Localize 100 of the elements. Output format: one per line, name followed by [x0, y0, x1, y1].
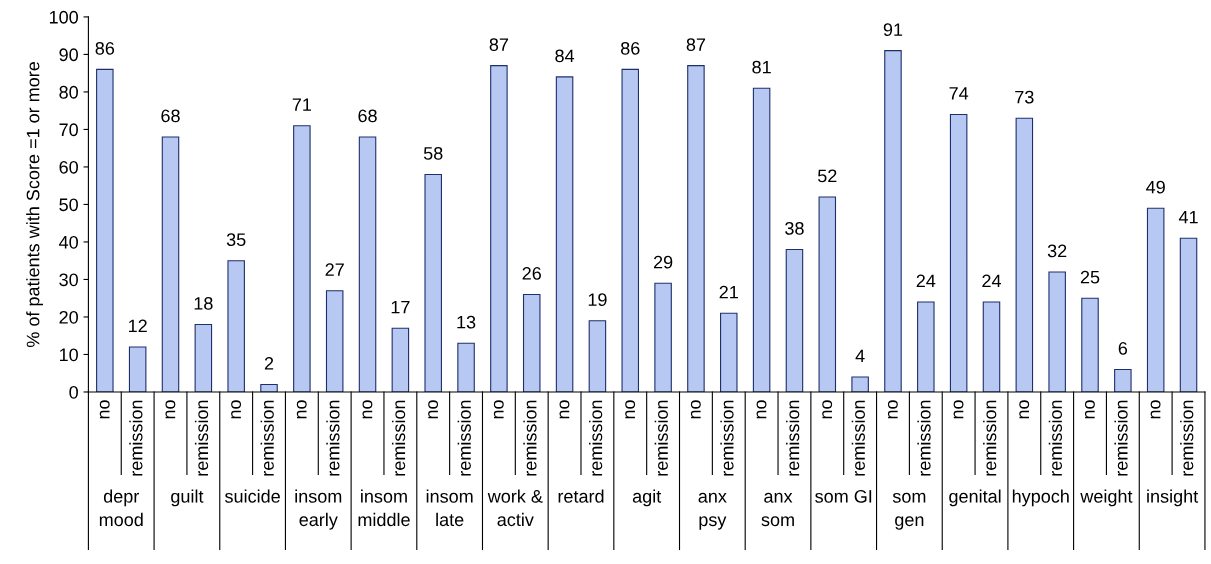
x-tick-label: genital — [949, 489, 1001, 507]
bar — [1015, 117, 1034, 392]
text: remission — [654, 400, 668, 476]
x-tick-label: insight — [1147, 489, 1199, 507]
text: no — [756, 400, 767, 419]
x-tick-label: guilt — [171, 489, 204, 507]
text: remission — [129, 400, 143, 476]
data-label: 13 — [457, 315, 476, 329]
bar — [490, 65, 508, 392]
x-tick-label: insom middle — [358, 489, 410, 527]
bar — [128, 346, 147, 392]
text: no — [1150, 400, 1161, 419]
y-tick-label: 80 — [59, 85, 78, 99]
y-tick-label: 60 — [59, 160, 78, 174]
bar — [325, 290, 344, 392]
text: remission — [391, 400, 406, 476]
text: remission — [983, 400, 997, 476]
y-tick-label: 20 — [59, 310, 78, 324]
bar — [522, 293, 541, 392]
bar — [752, 87, 771, 392]
x-tick-label: suicide — [225, 489, 280, 503]
bar — [654, 282, 672, 392]
y-tick-label: 10 — [59, 348, 78, 362]
data-label: 84 — [555, 49, 575, 63]
y-tick-label: 90 — [59, 48, 78, 62]
text: no — [625, 400, 636, 419]
text: remission — [523, 400, 537, 476]
bar — [260, 383, 278, 392]
data-label: 86 — [95, 41, 115, 55]
text: no — [953, 400, 964, 419]
x-tick-label: retard — [558, 489, 604, 503]
text: remission — [917, 400, 931, 476]
text: no — [296, 400, 307, 419]
text: no — [1019, 400, 1030, 419]
bar — [884, 50, 902, 392]
bar — [785, 248, 804, 392]
bar — [161, 136, 180, 392]
text: no — [887, 400, 898, 419]
bar — [851, 376, 869, 392]
bar — [293, 125, 311, 392]
data-label: 71 — [292, 98, 312, 111]
y-tick-label: 50 — [59, 198, 78, 212]
text: remission — [1048, 400, 1063, 476]
x-tick-label: depr mood — [99, 489, 143, 527]
data-label: 68 — [161, 109, 180, 123]
x-tick-label: agit — [632, 489, 662, 507]
data-label: 74 — [949, 87, 969, 100]
bar — [1114, 368, 1132, 392]
text: no — [822, 400, 833, 419]
bar — [588, 320, 607, 392]
bar — [227, 260, 245, 392]
x-tick-label: anx psy — [698, 492, 727, 530]
bar — [687, 65, 705, 392]
text: no — [231, 400, 242, 419]
data-label: 17 — [391, 300, 410, 314]
text: no — [559, 400, 570, 419]
bar — [949, 113, 968, 392]
bar — [1048, 271, 1066, 392]
text: remission — [457, 400, 471, 476]
data-label: 52 — [817, 169, 837, 183]
y-axis-title: % of patients with Score =1 or more — [26, 61, 43, 348]
bar — [621, 68, 640, 392]
x-tick-label: work & activ — [487, 489, 543, 527]
data-label: 21 — [719, 285, 738, 299]
data-label: 18 — [194, 297, 213, 310]
data-label: 87 — [686, 38, 706, 51]
data-label: 2 — [264, 357, 274, 370]
bar — [818, 196, 837, 392]
text: remission — [1114, 400, 1128, 476]
data-label: 32 — [1047, 244, 1067, 258]
bar — [358, 136, 377, 392]
data-label: 81 — [752, 60, 771, 74]
data-label: 58 — [423, 146, 443, 160]
y-tick-label: 70 — [59, 123, 78, 137]
text: remission — [260, 400, 274, 476]
x-tick-label: insom early — [295, 489, 342, 530]
data-label: 26 — [522, 267, 541, 280]
bar — [555, 76, 574, 392]
data-label: 12 — [129, 319, 147, 333]
text: remission — [1180, 400, 1194, 476]
bar — [1146, 207, 1165, 392]
data-label: 41 — [1178, 210, 1198, 224]
data-label: 29 — [653, 255, 673, 269]
bar — [1081, 297, 1099, 392]
bar — [391, 327, 410, 392]
text: no — [1084, 400, 1095, 419]
x-tick-label: anx som — [761, 492, 794, 527]
text: no — [493, 400, 504, 419]
data-label: 19 — [588, 293, 607, 307]
data-label: 24 — [982, 274, 1001, 288]
data-label: 4 — [855, 349, 865, 363]
bar — [194, 323, 213, 392]
text: no — [99, 400, 110, 419]
text: no — [362, 400, 373, 419]
text: remission — [786, 400, 800, 476]
data-label: 6 — [1118, 342, 1128, 355]
data-label: 24 — [916, 274, 936, 288]
text: remission — [194, 400, 209, 476]
text: remission — [720, 400, 734, 476]
text: remission — [851, 400, 865, 476]
